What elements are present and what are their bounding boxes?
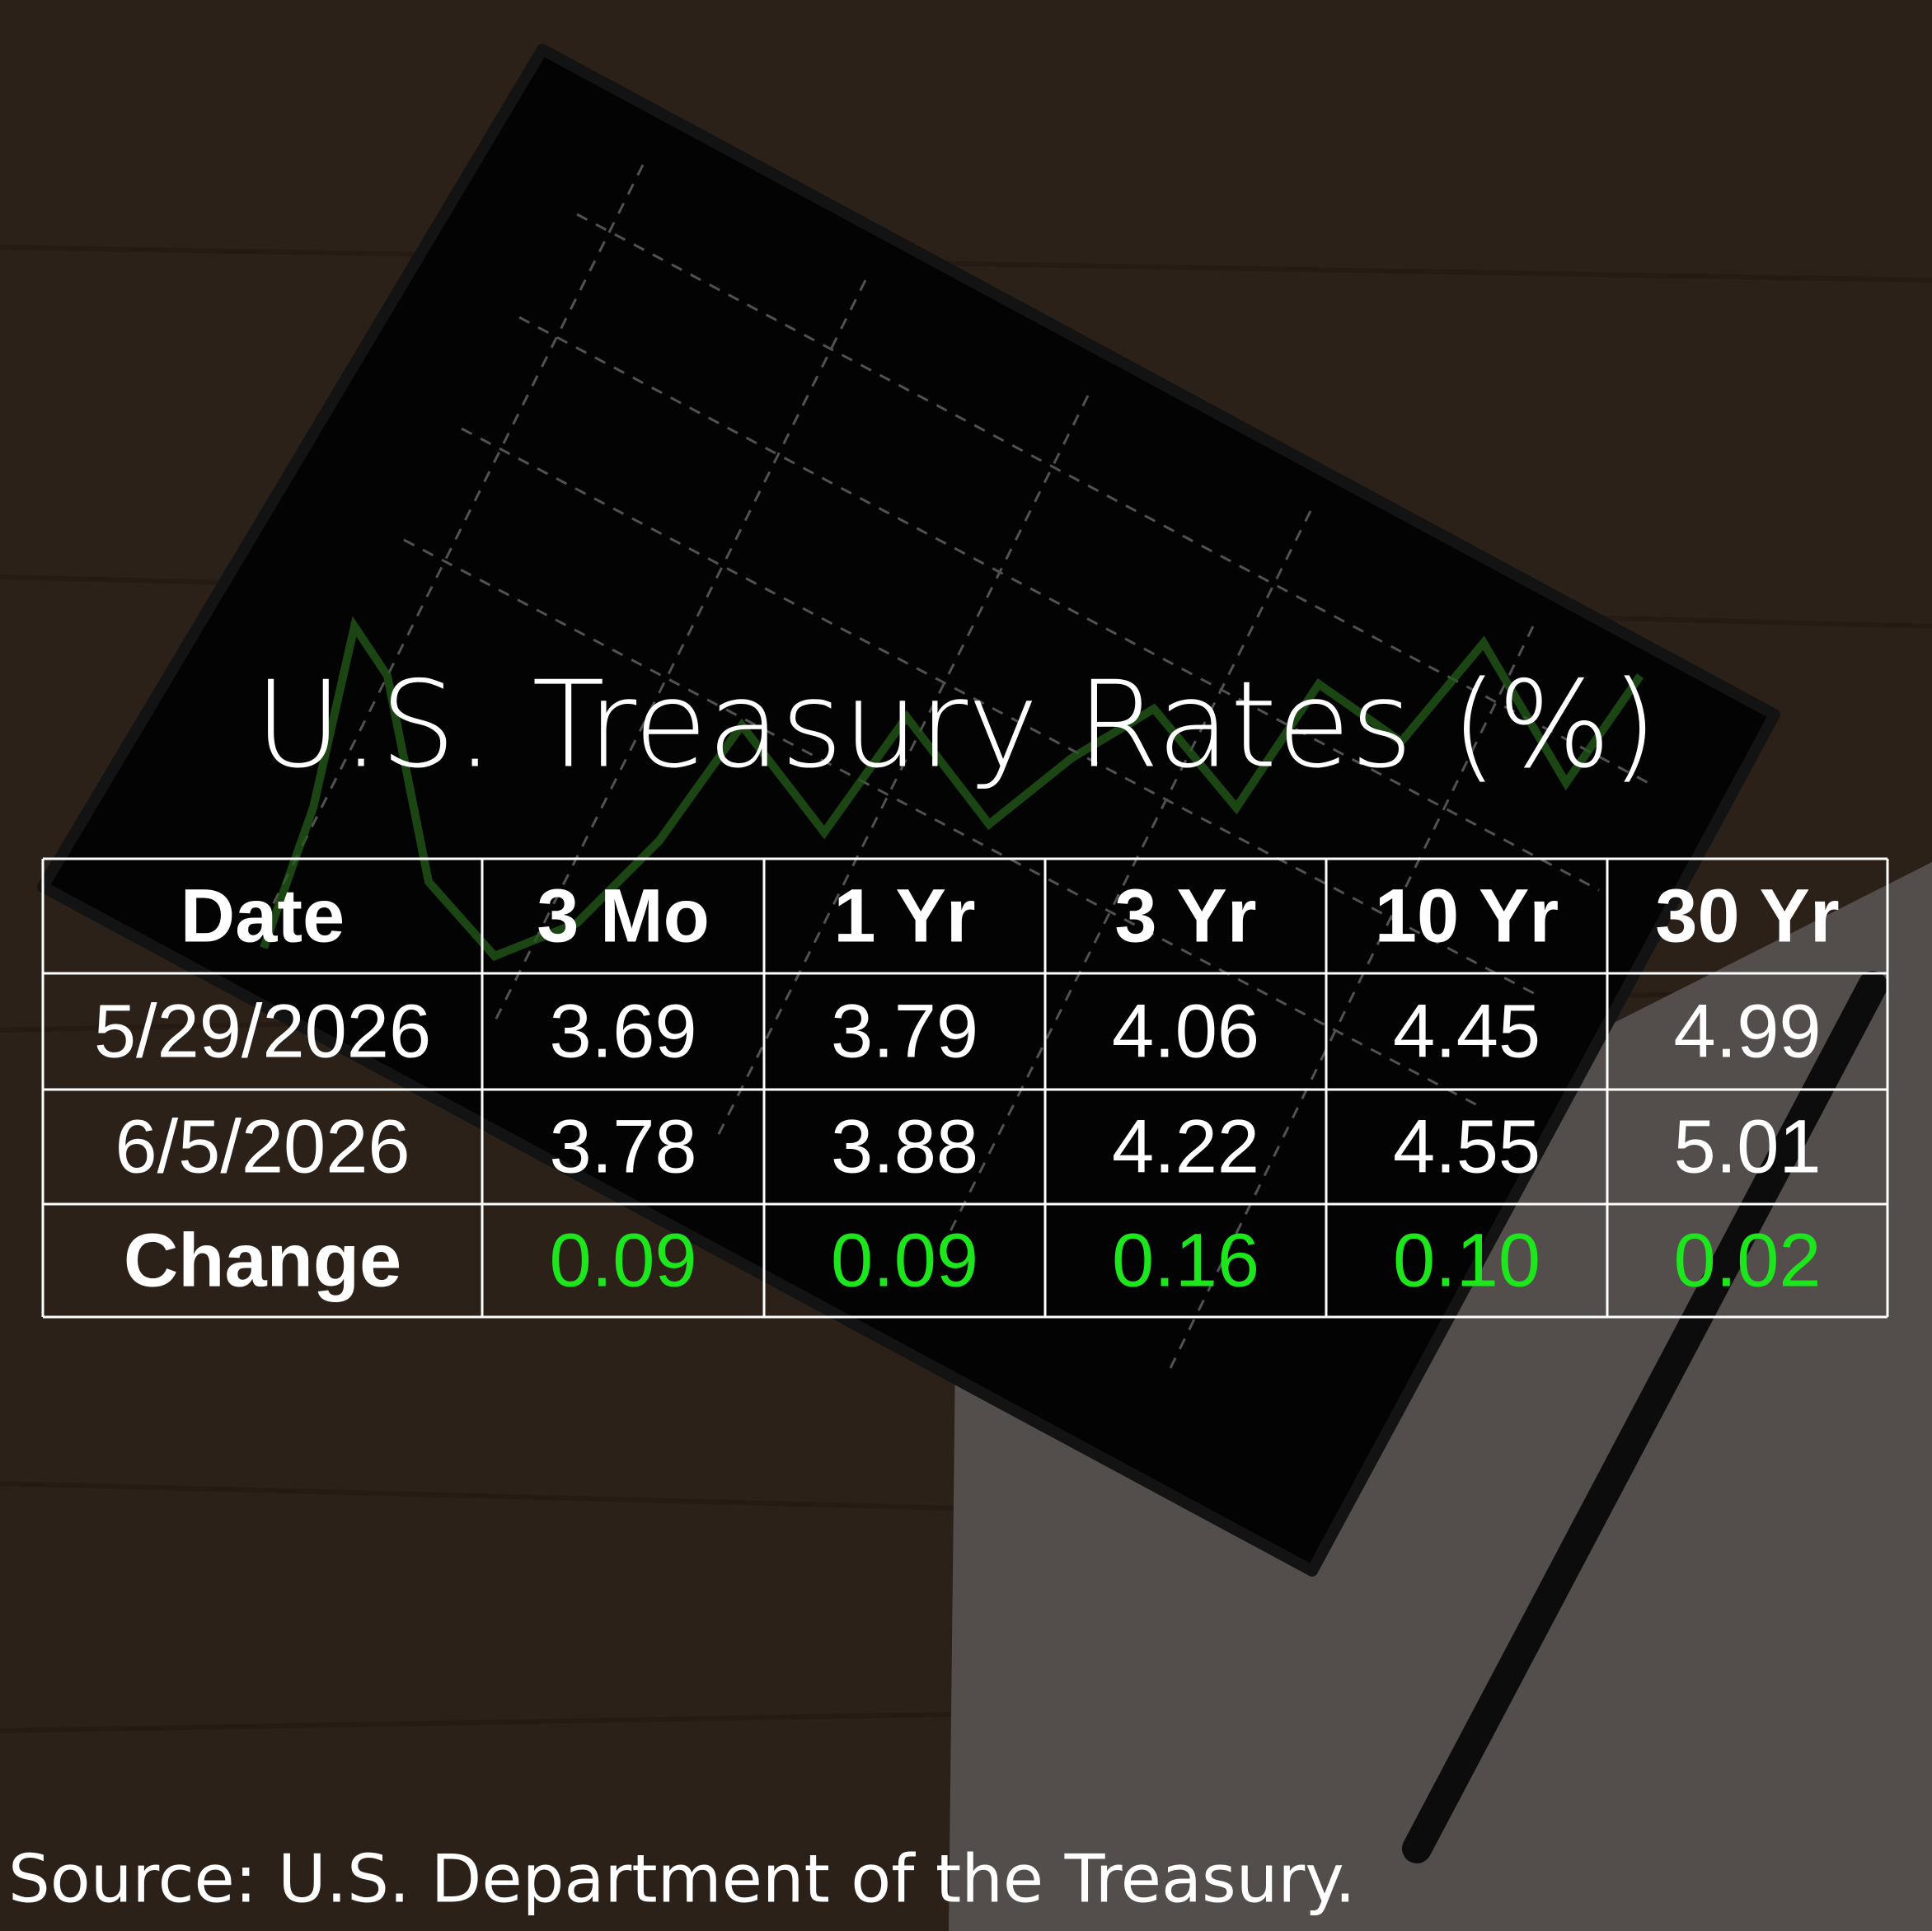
title: U.S. Treasury Rates (%) [255,656,1658,795]
table-cell: 0.09 [831,1219,978,1303]
row-label: 5/29/2026 [94,990,431,1074]
table-cell: 0.10 [1393,1219,1540,1303]
header-cell: Date [181,874,345,958]
table-cell: 3.69 [549,990,696,1074]
tablet-grid [270,164,1649,1369]
tablet-chart-line [260,616,1644,961]
header-cell: 1 Yr [833,874,975,958]
table-cell: 5.01 [1673,1105,1821,1189]
header-cell: 3 Mo [537,874,710,958]
paper [949,862,1932,1931]
source-note: Source: U.S. Department of the Treasury. [8,1841,1356,1918]
pencil [1402,971,1887,1863]
header-cell: 3 Yr [1114,874,1256,958]
table-cell: 0.16 [1112,1219,1259,1303]
row-label: Change [124,1219,401,1303]
row-label: 6/5/2026 [115,1105,410,1189]
table-cell: 4.06 [1112,990,1259,1074]
header-cell: 30 Yr [1655,874,1839,958]
table-cell: 0.02 [1673,1219,1821,1303]
header-cell: 10 Yr [1375,874,1559,958]
table-cell: 4.22 [1112,1105,1259,1189]
table-cell: 3.78 [549,1105,696,1189]
tablet [37,44,1780,1577]
table: Date 3 Mo 1 Yr 3 Yr 10 Yr 30 Yr 5/29/2026 3.69 3… [41,857,1889,1319]
table-cell: 3.88 [831,1105,978,1189]
table-cell: 4.45 [1393,990,1540,1074]
table-cell: 4.99 [1673,990,1821,1074]
table-cell: 0.09 [549,1219,696,1303]
table-cell: 4.55 [1393,1105,1540,1189]
table-cell: 3.79 [831,990,978,1074]
